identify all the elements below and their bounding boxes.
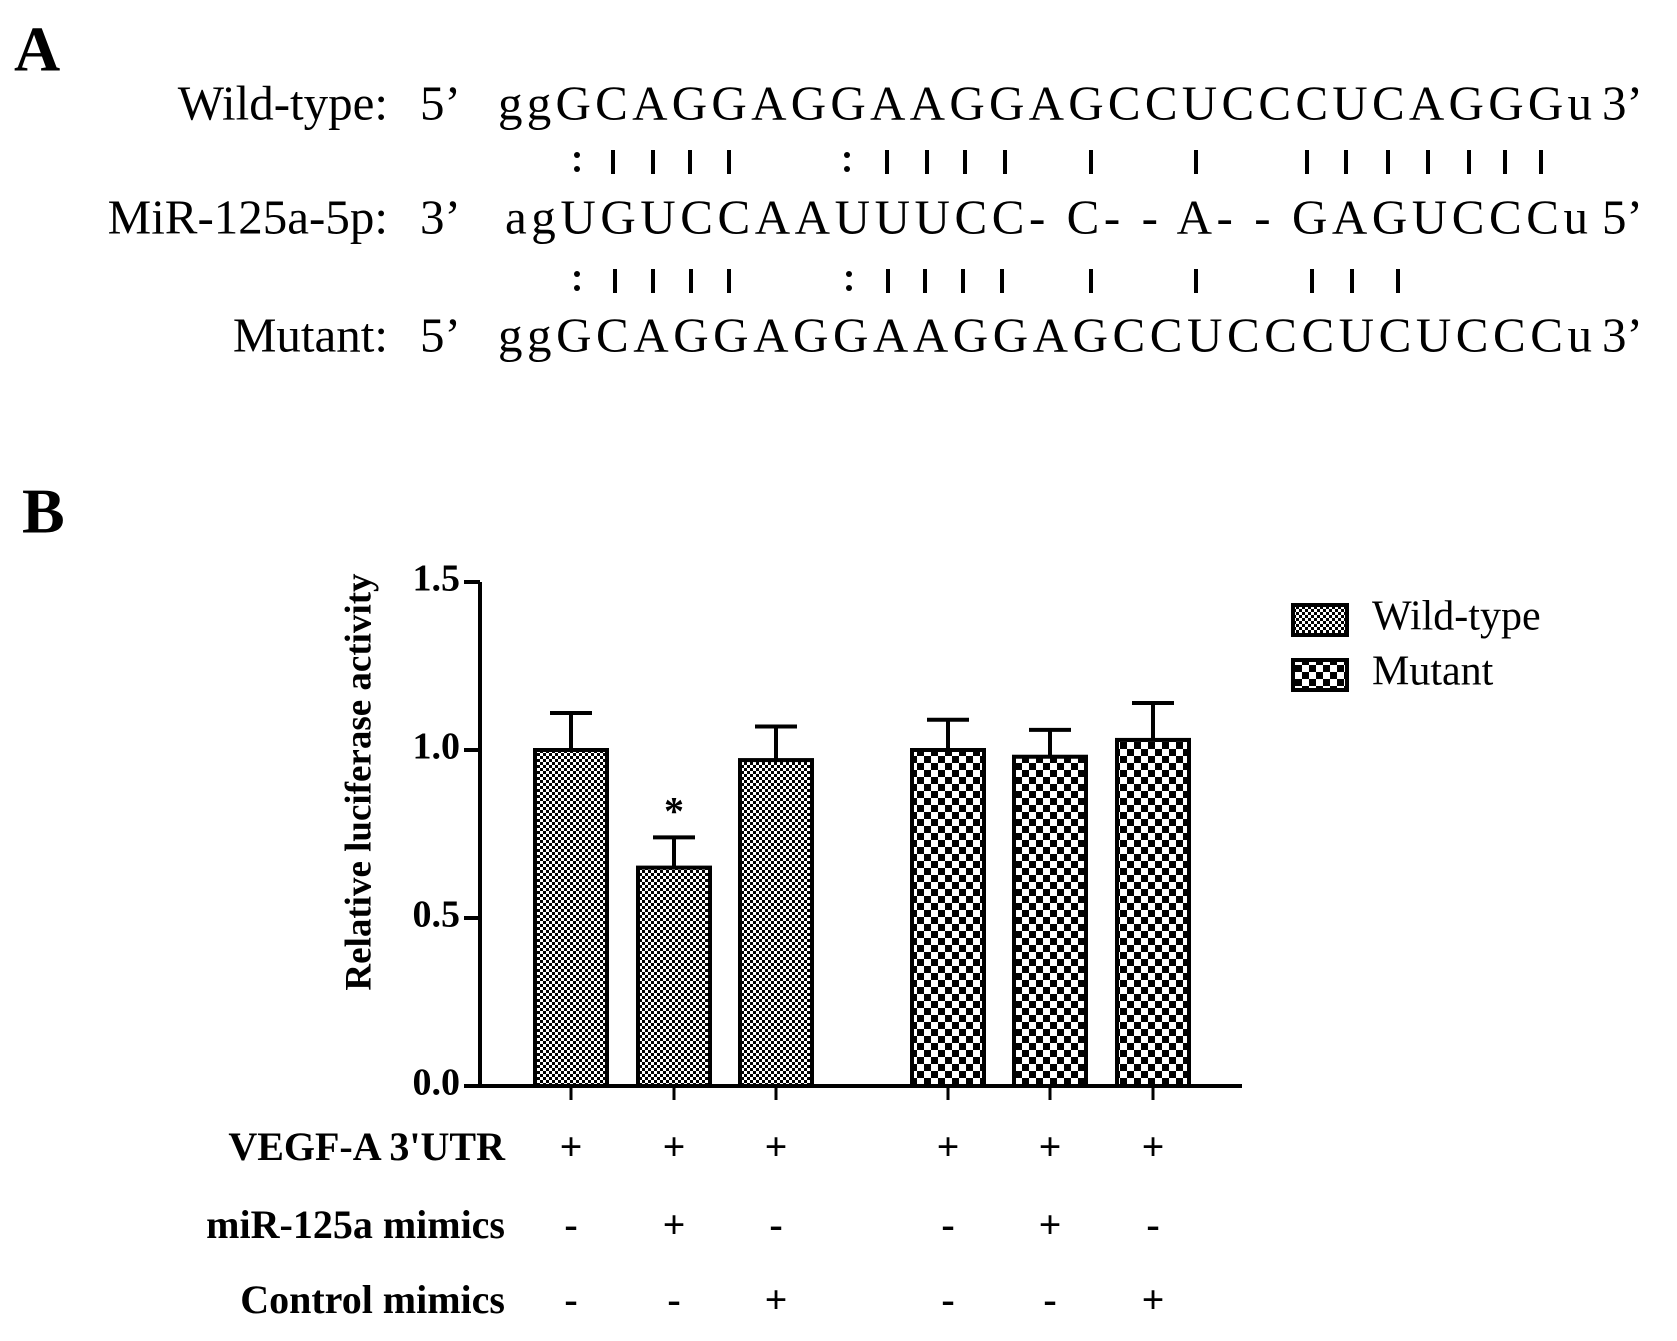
condition-mark: - [941, 1202, 954, 1247]
bar [636, 865, 712, 1088]
condition-mark: + [560, 1124, 583, 1169]
bar [1115, 737, 1191, 1088]
row-name: MiR-125a-5p: [108, 189, 388, 244]
sequence-end: 3’ [420, 189, 461, 244]
y-tick-label: 1.5 [413, 558, 461, 600]
pair-dot [574, 166, 580, 172]
condition-mark: + [1039, 1124, 1062, 1169]
condition-mark: - [564, 1202, 577, 1247]
sequence-end: 3’ [1602, 307, 1643, 362]
pair-dot [846, 285, 852, 291]
pair-dot [846, 271, 852, 277]
sequence: agUGUCCAAUUUCC- C- - A- - GAGUCCCu [505, 189, 1588, 244]
sequence-end: 3’ [1602, 75, 1643, 130]
condition-mark: + [1142, 1277, 1165, 1322]
condition-label: miR-125a mimics [206, 1202, 505, 1247]
y-axis-label: Relative luciferase activity [338, 573, 379, 991]
pair-dot [574, 152, 580, 158]
bar [1012, 754, 1088, 1088]
condition-mark: - [769, 1202, 782, 1247]
bar [910, 748, 986, 1088]
panel-label: B [22, 476, 65, 547]
pair-dot [844, 166, 850, 172]
y-tick-label: 0.0 [413, 1062, 461, 1104]
y-tick-label: 0.5 [413, 894, 461, 936]
condition-mark: + [937, 1124, 960, 1169]
sequence-end: 5’ [420, 307, 461, 362]
row-name: Wild-type: [178, 75, 388, 130]
condition-label: Control mimics [240, 1277, 505, 1322]
condition-mark: + [663, 1124, 686, 1169]
pair-dot [574, 285, 580, 291]
bar [738, 758, 814, 1089]
sequence: ggGCAGGAGGAAGGAGCCUCCCUCUCCCu [498, 307, 1592, 362]
condition-mark: - [667, 1277, 680, 1322]
row-name: Mutant: [233, 307, 388, 362]
condition-mark: + [765, 1277, 788, 1322]
panel-label: A [14, 14, 60, 85]
legend-swatch [1291, 658, 1349, 692]
bar [533, 748, 609, 1088]
pairing-marks [574, 150, 1543, 293]
significance-mark: * [664, 789, 684, 834]
y-tick-label: 1.0 [413, 726, 461, 768]
condition-mark: + [1039, 1202, 1062, 1247]
condition-mark: - [1146, 1202, 1159, 1247]
pair-dot [844, 152, 850, 158]
condition-mark: + [765, 1124, 788, 1169]
condition-mark: - [1043, 1277, 1056, 1322]
sequence-end: 5’ [420, 75, 461, 130]
legend-swatch [1291, 603, 1349, 637]
condition-mark: - [941, 1277, 954, 1322]
condition-mark: - [564, 1277, 577, 1322]
condition-label: VEGF-A 3'UTR [228, 1124, 506, 1169]
condition-mark: + [663, 1202, 686, 1247]
pair-dot [574, 271, 580, 277]
sequence: ggGCAGGAGGAAGGAGCCUCCCUCAGGGu [498, 75, 1592, 130]
legend-label: Mutant [1372, 649, 1494, 695]
sequence-end: 5’ [1602, 189, 1643, 244]
condition-mark: + [1142, 1124, 1165, 1169]
legend-label: Wild-type [1372, 594, 1541, 640]
